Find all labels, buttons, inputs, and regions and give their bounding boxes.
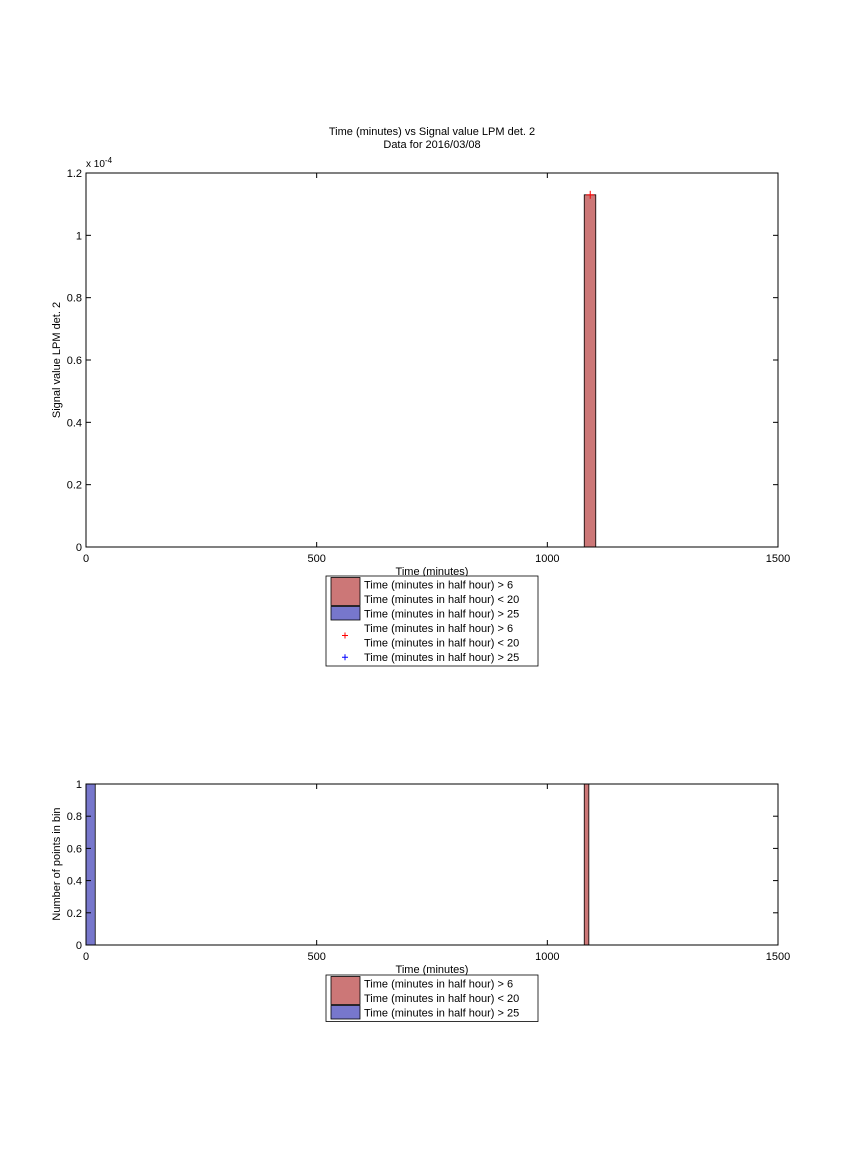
legend-swatch [330,976,361,1005]
legend-label: Time (minutes in half hour) > 6 [364,979,513,991]
legend-box [325,575,539,667]
legend-label: Time (minutes in half hour) < 20 [364,638,519,650]
top-x-axis-label: Time (minutes) [396,566,469,578]
legend-label: Time (minutes in half hour) > 25 [364,1008,519,1020]
bottom-x-axis-label: Time (minutes) [396,964,469,976]
bottom-bars-layer [85,783,590,946]
top-bars-layer [583,194,597,548]
legend-swatch [330,606,361,621]
legend-label: Time (minutes in half hour) > 25 [364,652,519,664]
legend-swatch [330,1005,361,1020]
legend-box [325,974,539,1022]
bottom-y-ticks: 0 0.2 0.4 0.6 0.8 1 [67,779,778,952]
bar [583,194,597,548]
signal-chart: Time (minutes) vs Signal value LPM det. … [51,126,790,667]
legend-label: Time (minutes in half hour) < 20 [364,594,519,606]
legend-label: Time (minutes in half hour) > 6 [364,623,513,635]
y-tick-label: 0.2 [67,480,82,492]
bar [583,783,590,946]
y-tick-label: 0.4 [67,876,82,888]
y-tick-label: 0.8 [67,811,82,823]
bottom-x-ticks: 0 500 1000 1500 [83,784,790,963]
x-tick-label: 0 [83,951,89,963]
y-tick-label: 0.4 [67,417,82,429]
x-tick-label: 1000 [535,951,559,963]
bottom-legend: Time (minutes in half hour) > 6 Time (min… [325,974,539,1022]
top-y-ticks: 0 0.2 0.4 0.6 0.8 1 1.2 [67,168,778,554]
y-tick-label: 0.8 [67,293,82,305]
bottom-plot-frame [85,783,779,946]
top-y-axis-label: Signal value LPM det. 2 [51,302,63,418]
x-tick-label: 1500 [766,553,790,565]
chart-title: Time (minutes) vs Signal value LPM det. … [329,126,535,138]
y-tick-label: 1 [76,779,82,791]
top-legend: Time (minutes in half hour) > 6 Time (min… [325,575,539,667]
y-tick-label: 0.6 [67,843,82,855]
y-tick-label: 1 [76,230,82,242]
exponent-label: x 10-4 [86,156,113,170]
y-tick-label: 0.2 [67,908,82,920]
legend-swatch [330,577,361,606]
exponent-base: x 10 [86,159,105,170]
x-tick-label: 0 [83,553,89,565]
x-tick-label: 500 [307,951,325,963]
bottom-y-axis-label: Number of points in bin [51,807,63,920]
y-tick-label: 0.6 [67,355,82,367]
y-tick-label: 0 [76,940,82,952]
y-tick-label: 0 [76,542,82,554]
legend-label: Time (minutes in half hour) < 20 [364,993,519,1005]
top-plot-frame [85,172,779,548]
legend-label: Time (minutes in half hour) > 6 [364,580,513,592]
top-markers-layer [586,190,595,199]
x-tick-label: 1500 [766,951,790,963]
bar [85,783,96,946]
legend-label: Time (minutes in half hour) > 25 [364,609,519,621]
exponent-power: -4 [105,156,113,165]
top-x-ticks: 0 500 1000 1500 [83,173,790,565]
chart-subtitle: Data for 2016/03/08 [383,139,480,151]
x-tick-label: 500 [307,553,325,565]
histogram-chart: 0 0.2 0.4 0.6 0.8 1 0 500 1000 1500 Time (minute… [51,779,790,1022]
x-tick-label: 1000 [535,553,559,565]
y-tick-label: 1.2 [67,168,82,180]
